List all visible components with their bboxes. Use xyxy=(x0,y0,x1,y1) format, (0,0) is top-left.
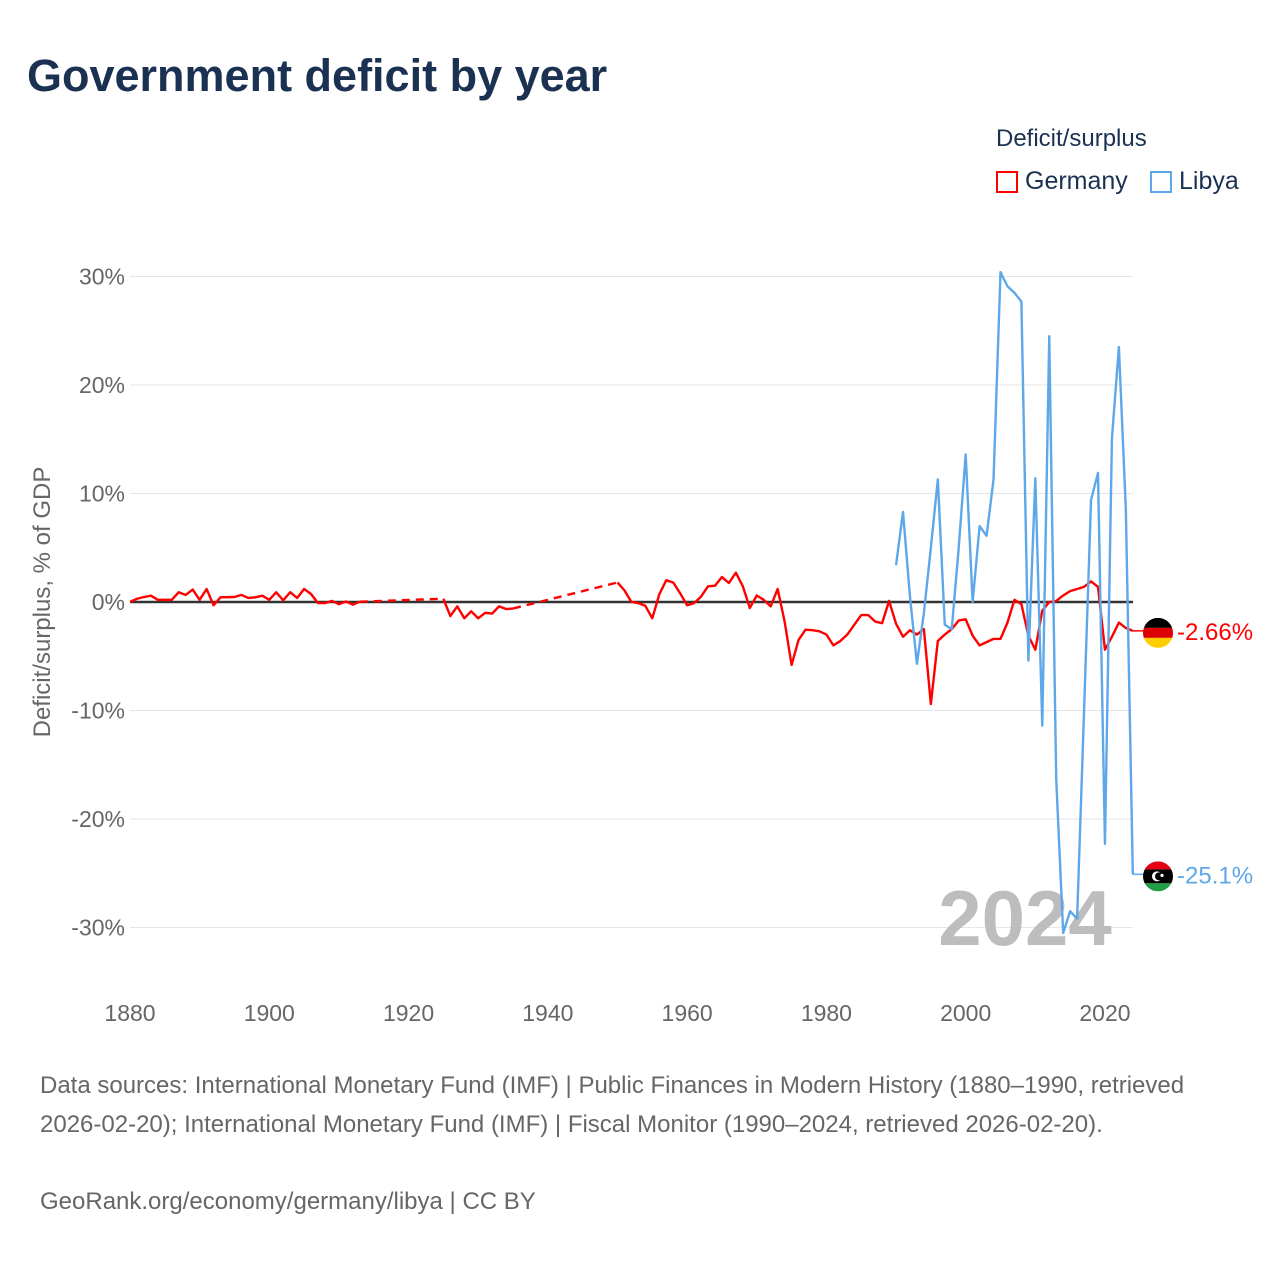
y-tick-label: -30% xyxy=(71,915,125,941)
series-line-libya xyxy=(894,270,1135,935)
legend-label-libya: Libya xyxy=(1179,167,1239,195)
x-tick-label: 1940 xyxy=(522,1000,573,1026)
series-line-germany xyxy=(616,571,1134,706)
gridlines xyxy=(130,276,1133,928)
legend-title: Deficit/surplus xyxy=(996,125,1147,152)
legend-label-germany: Germany xyxy=(1025,167,1128,195)
flag-stripe-red xyxy=(1143,861,1173,870)
series-lines xyxy=(129,270,1135,935)
credit-link[interactable]: GeoRank.org/economy/germany/libya | CC B… xyxy=(40,1188,536,1215)
end-value-label-libya: -25.1% xyxy=(1177,862,1253,889)
series-line-germany xyxy=(129,587,361,607)
legend-swatch-libya xyxy=(1150,170,1172,193)
x-axis-ticks: 1880 1900 1920 1940 1960 1980 2000 2020 xyxy=(104,1000,1130,1026)
end-labels: -2.66% -25.1% xyxy=(1132,617,1253,892)
y-tick-label: 0% xyxy=(92,589,125,615)
flag-body xyxy=(1143,861,1173,892)
flag-stripe-black xyxy=(1143,617,1173,628)
x-tick-label: 1900 xyxy=(244,1000,295,1026)
x-tick-label: 1920 xyxy=(383,1000,434,1026)
libya-flag-icon xyxy=(1143,861,1173,892)
flag-stripe-red xyxy=(1143,627,1173,638)
y-tick-label: -20% xyxy=(71,806,125,832)
series-line-germany xyxy=(442,598,514,620)
star-icon xyxy=(1160,873,1164,877)
series-gap-germany xyxy=(512,581,618,610)
y-axis-label: Deficit/surplus, % of GDP xyxy=(29,467,56,738)
y-tick-label: 30% xyxy=(79,264,125,290)
y-tick-label: 10% xyxy=(79,481,125,507)
end-value-label-germany: -2.66% xyxy=(1177,619,1253,646)
x-tick-label: 2020 xyxy=(1079,1000,1130,1026)
y-tick-label: 20% xyxy=(79,372,125,398)
x-tick-label: 1960 xyxy=(662,1000,713,1026)
flag-stripe-gold xyxy=(1143,637,1173,648)
x-tick-label: 1880 xyxy=(104,1000,155,1026)
legend-swatch-germany xyxy=(996,170,1018,193)
germany-flag-icon xyxy=(1143,617,1173,648)
legend-item-germany[interactable]: Germany xyxy=(996,167,1128,196)
legend-item-libya[interactable]: Libya xyxy=(1150,167,1239,196)
year-watermark: 2024 xyxy=(938,874,1112,962)
data-sources: Data sources: International Monetary Fun… xyxy=(40,1072,1185,1138)
y-tick-label: -10% xyxy=(71,698,125,724)
flag-stripe-green xyxy=(1143,883,1173,892)
flag-body xyxy=(1143,617,1173,648)
chart-title: Government deficit by year xyxy=(27,50,608,101)
x-tick-label: 2000 xyxy=(940,1000,991,1026)
x-tick-label: 1980 xyxy=(801,1000,852,1026)
y-axis-ticks: 30% 20% 10% 0% -10% -20% -30% xyxy=(71,264,125,941)
